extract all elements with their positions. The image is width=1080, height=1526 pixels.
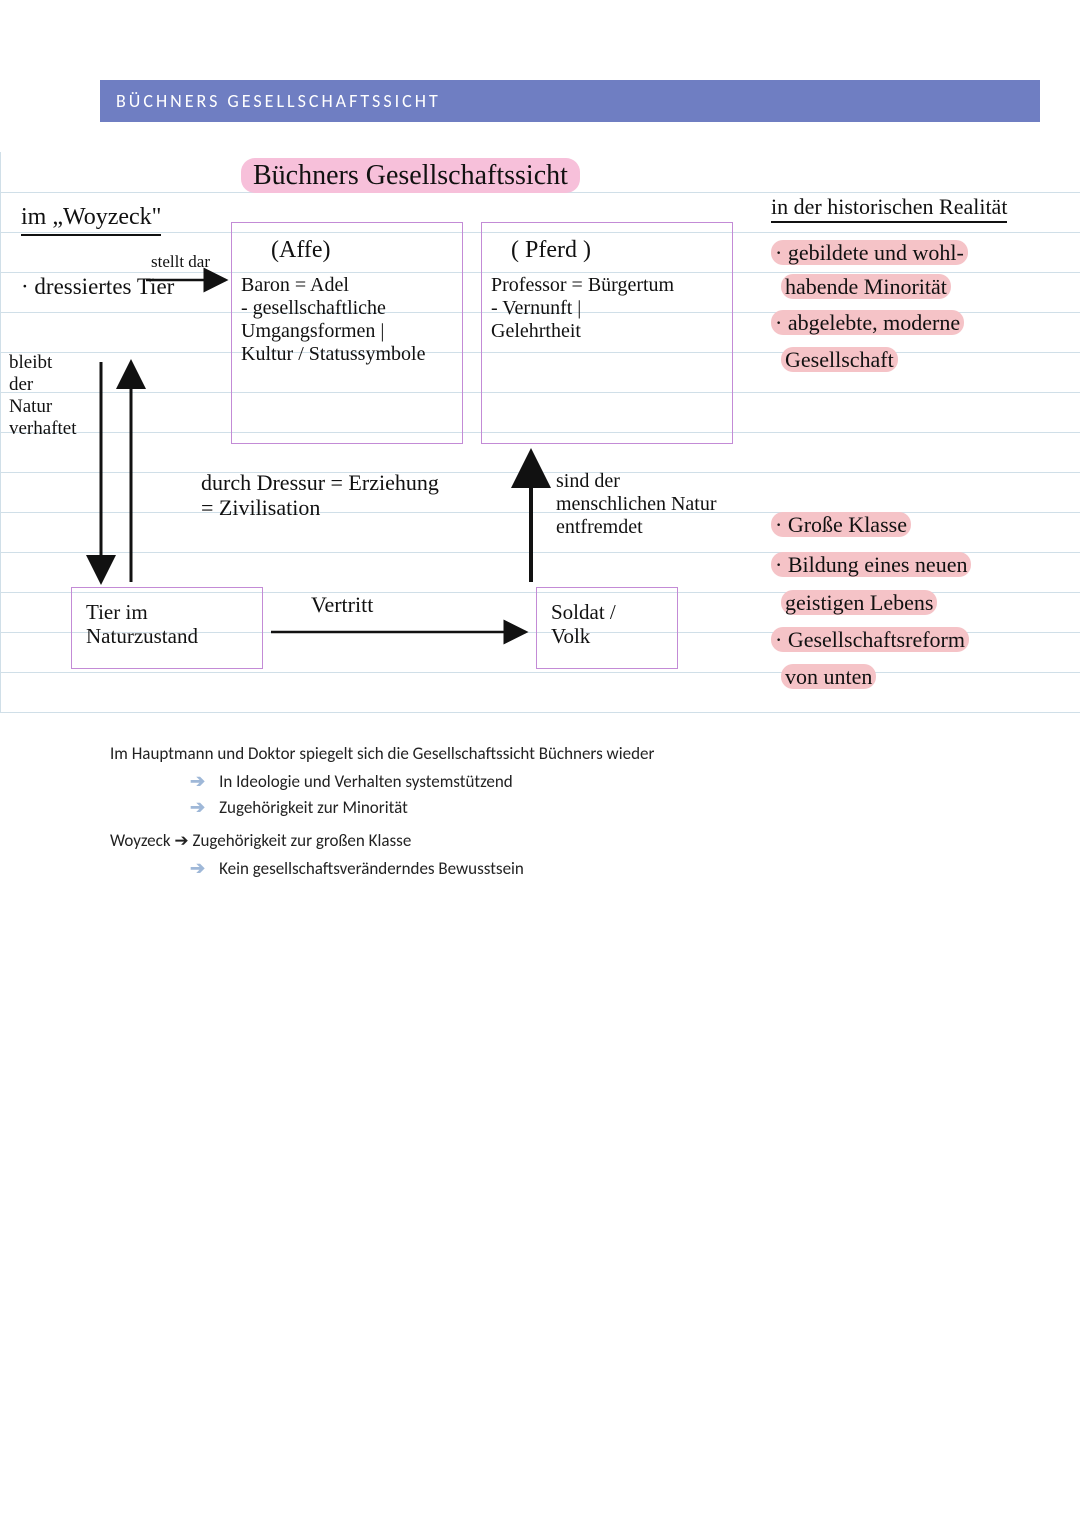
- diagram-area: Büchners Gesellschaftssicht im „Woyzeck"…: [0, 152, 1080, 713]
- vertritt-label: Vertritt: [311, 592, 373, 617]
- gridline: [1, 472, 1080, 473]
- box-affe-title: (Affe): [271, 237, 331, 265]
- arrow-icon: ➔: [190, 796, 205, 818]
- bullet-list-2: ➔ Kein gesellschaftsveränderndes Bewusst…: [190, 857, 970, 879]
- bleibt-der-natur: bleibt der Natur verhaftet: [9, 352, 77, 439]
- box-pferd-body: Professor = Bürgertum - Vernunft | Geleh…: [491, 274, 674, 343]
- bullet-3: Kein gesellschaftsveränderndes Bewusstse…: [219, 858, 524, 879]
- arrow-icon: ➔: [190, 857, 205, 879]
- box-affe-body: Baron = Adel - gesellschaftliche Umgangs…: [241, 274, 425, 366]
- right-column-header-text: in der historischen Realität: [771, 194, 1007, 223]
- bullet-2: Zugehörigkeit zur Minorität: [219, 797, 408, 818]
- dressiertes-tier: · dressiertes Tier: [21, 274, 191, 300]
- section-header-title: BÜCHNERS GESELLSCHAFTSSICHT: [116, 90, 441, 112]
- box-tier-naturzustand-text: Tier im Naturzustand: [86, 600, 198, 648]
- inline-arrow-icon: ➔: [174, 830, 192, 851]
- stellt-dar-label: stellt dar: [151, 252, 210, 272]
- gridline: [1, 672, 1080, 673]
- right-bottom-5: von unten: [781, 664, 876, 689]
- section-header: BÜCHNERS GESELLSCHAFTSSICHT: [100, 80, 1040, 122]
- bullet-list-1: ➔ In Ideologie und Verhalten systemstütz…: [190, 770, 970, 818]
- box-soldat-volk-text: Soldat / Volk: [551, 600, 616, 648]
- center-left-text: durch Dressur = Erziehung = Zivilisation: [201, 470, 439, 521]
- gridline: [1, 512, 1080, 513]
- right-bottom-3: geistigen Lebens: [781, 590, 937, 615]
- body-text-section: Im Hauptmann und Doktor spiegelt sich di…: [110, 743, 970, 879]
- bullet-1: In Ideologie und Verhalten systemstützen…: [219, 771, 513, 792]
- right-column-header: in der historischen Realität: [771, 194, 1007, 223]
- body-line-1: Im Hauptmann und Doktor spiegelt sich di…: [110, 743, 970, 764]
- center-right-text: sind der menschlichen Natur entfremdet: [556, 470, 717, 539]
- right-bottom-1: · Große Klasse: [771, 512, 911, 537]
- box-pferd-title: ( Pferd ): [511, 237, 591, 265]
- left-column-header-text: im „Woyzeck": [21, 204, 161, 236]
- body-line-2b: Zugehörigkeit zur großen Klasse: [192, 830, 411, 851]
- right-bottom-2: · Bildung eines neuen: [771, 552, 971, 577]
- arrow-icon: ➔: [190, 770, 205, 792]
- bullet-row: ➔ In Ideologie und Verhalten systemstütz…: [190, 770, 970, 792]
- left-column-header: im „Woyzeck": [21, 204, 161, 236]
- bullet-row: ➔ Kein gesellschaftsveränderndes Bewusst…: [190, 857, 970, 879]
- right-top-4: Gesellschaft: [781, 347, 898, 372]
- diagram-title: Büchners Gesellschaftssicht: [241, 160, 580, 192]
- right-top-3: · abgelebte, moderne: [771, 310, 964, 335]
- right-bottom-4: · Gesellschaftsreform: [771, 627, 969, 652]
- bullet-row: ➔ Zugehörigkeit zur Minorität: [190, 796, 970, 818]
- right-top-2: habende Minorität: [781, 274, 951, 299]
- right-top-1: · gebildete und wohl-: [771, 240, 968, 265]
- diagram-title-text: Büchners Gesellschaftssicht: [241, 158, 580, 193]
- body-line-2: Woyzeck ➔ Zugehörigkeit zur großen Klass…: [110, 830, 970, 851]
- body-line-2a: Woyzeck: [110, 830, 171, 851]
